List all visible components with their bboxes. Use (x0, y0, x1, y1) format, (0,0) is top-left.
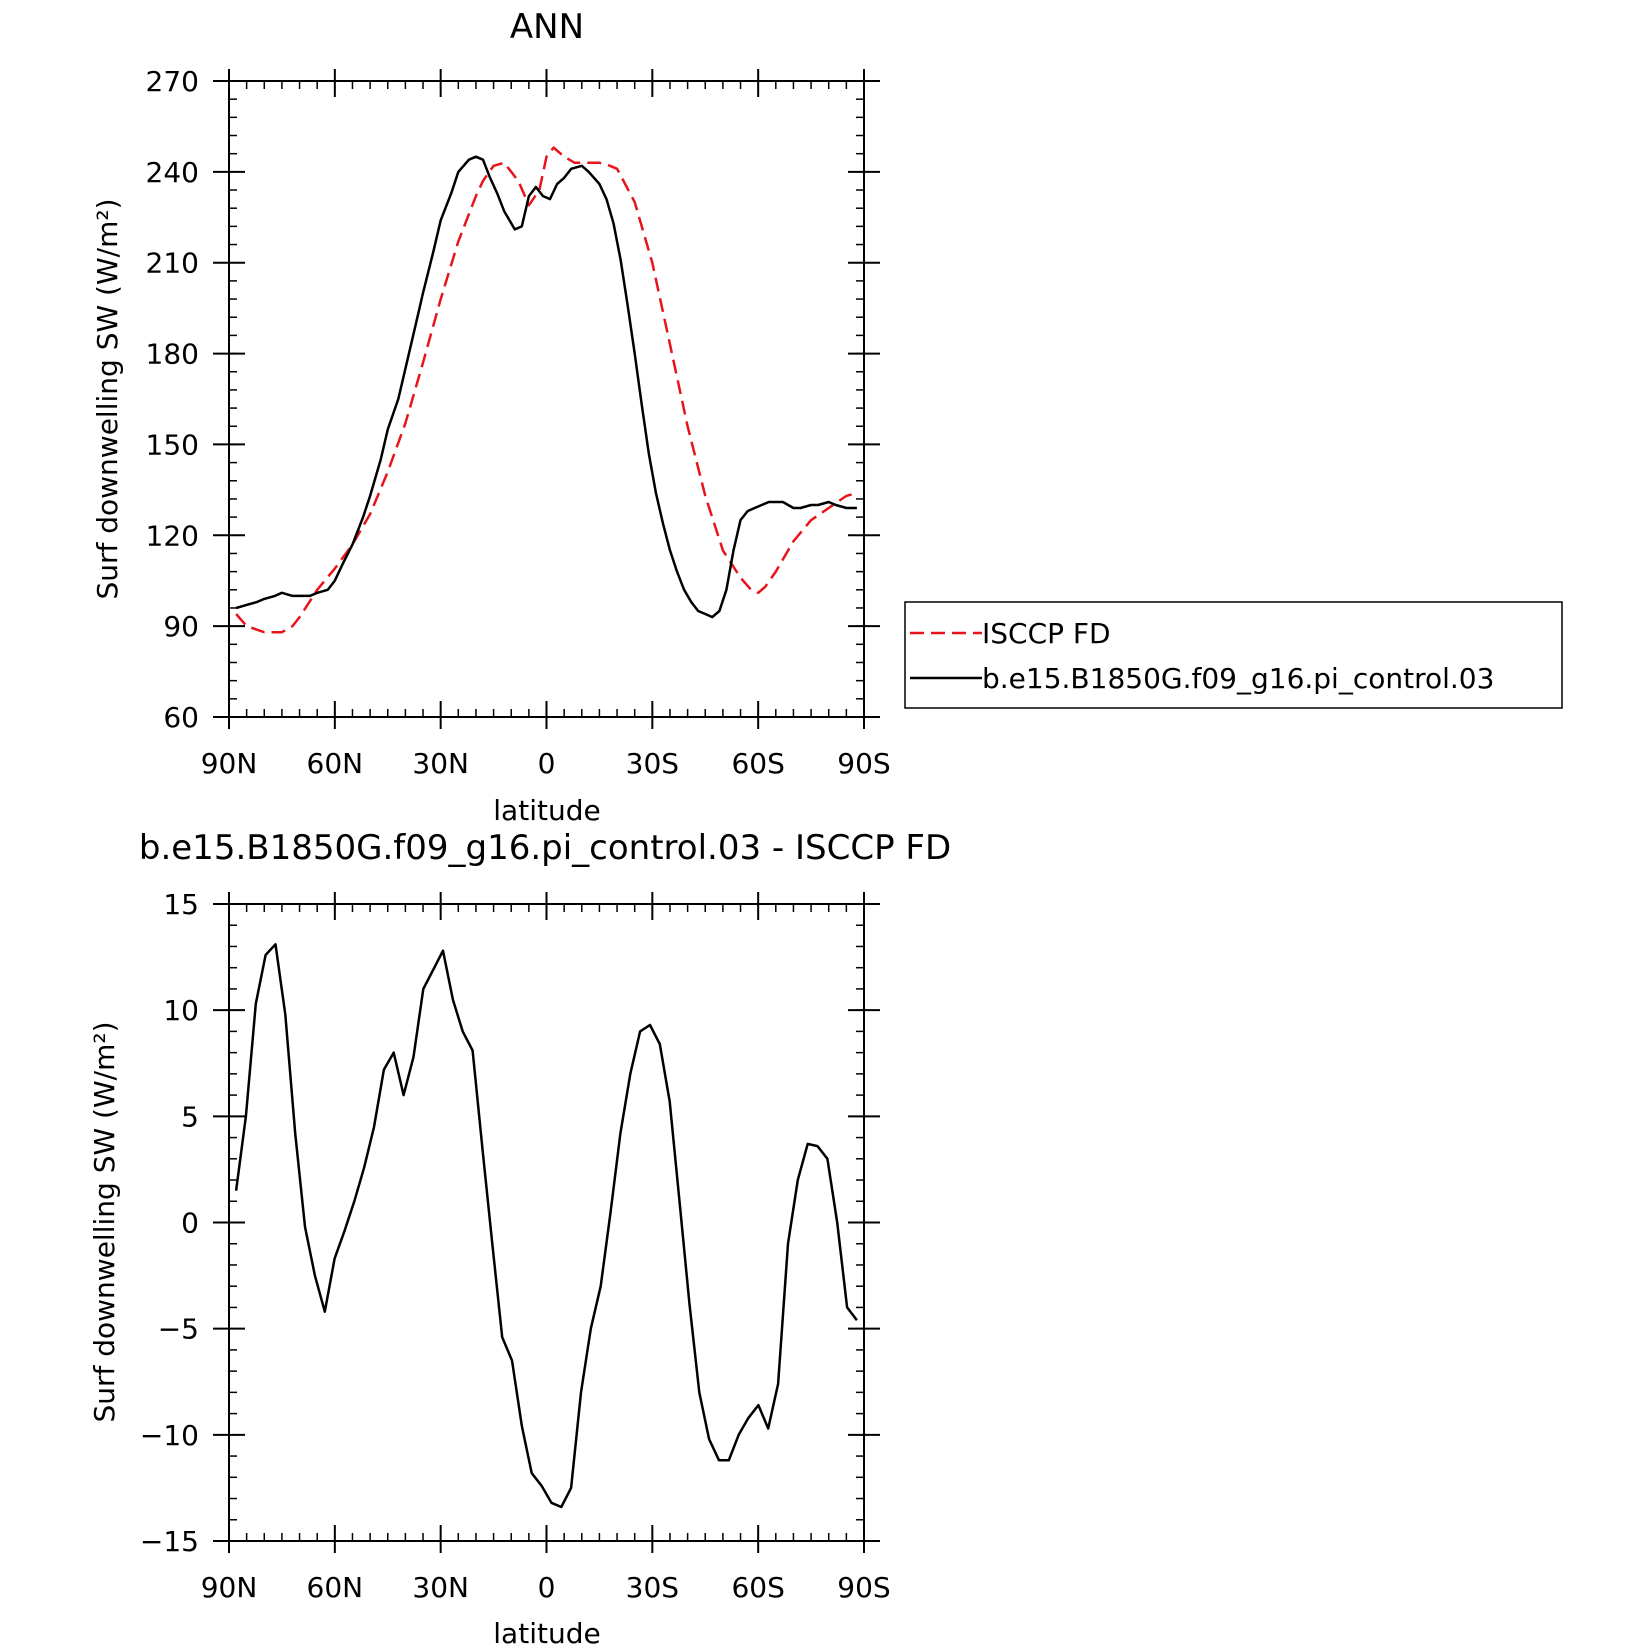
x-tick-label: 0 (538, 1571, 556, 1604)
bottom-y-axis-label: Surf downwelling SW (W/m²) (88, 1021, 121, 1422)
y-tick-label: 120 (146, 519, 199, 552)
bottom-panel: b.e15.B1850G.f09_g16.pi_control.03 - ISC… (88, 828, 951, 1650)
legend-label-model: b.e15.B1850G.f09_g16.pi_control.03 (982, 662, 1494, 695)
series-line-model (235, 155, 857, 619)
y-tick-label: 180 (146, 338, 199, 371)
series-line-isccp (235, 146, 858, 634)
top-plot-marks: 90N 60N 30N 0 30S 60S 90S 60 90 120 150 180 210 240 27… (146, 65, 891, 780)
bottom-plot-frame (228, 903, 865, 1542)
top-panel: ANN 90N 60N 30N 0 30S 60S 90S 60 90 120 150 180 210 2… (91, 7, 1563, 827)
y-tick-label: 210 (146, 247, 199, 280)
x-tick-label: 30N (412, 747, 469, 780)
y-tick-label: 90 (163, 610, 199, 643)
y-tick-label: −15 (140, 1525, 199, 1558)
x-tick-label: 30S (626, 1571, 679, 1604)
bottom-plot-marks: 90N 60N 30N 0 30S 60S 90S −15 −10 −5 0 5 10 15 (140, 888, 891, 1604)
series-line-difference (234, 943, 858, 1509)
y-tick-label: 270 (146, 65, 199, 98)
top-y-axis-label: Surf downwelling SW (W/m²) (91, 198, 124, 599)
legend: ISCCP FD b.e15.B1850G.f09_g16.pi_control… (904, 601, 1563, 709)
x-tick-label: 0 (538, 747, 556, 780)
top-plot-frame (228, 80, 865, 718)
top-x-axis-label: latitude (493, 794, 600, 827)
legend-box (904, 601, 1563, 709)
y-tick-label: 0 (181, 1207, 199, 1240)
x-tick-label: 60N (307, 747, 364, 780)
y-tick-label: −10 (140, 1419, 199, 1452)
x-tick-label: 60N (307, 1571, 364, 1604)
y-tick-label: 15 (163, 888, 199, 921)
y-tick-label: 150 (146, 428, 199, 461)
y-tick-label: 10 (163, 994, 199, 1027)
y-tick-label: 240 (146, 156, 199, 189)
x-tick-label: 30S (626, 747, 679, 780)
x-tick-label: 90S (837, 747, 890, 780)
x-tick-label: 90N (201, 747, 258, 780)
y-tick-label: 60 (163, 701, 199, 734)
legend-label-isccp: ISCCP FD (982, 617, 1111, 650)
y-tick-label: 5 (181, 1100, 199, 1133)
top-chart-title: ANN (510, 7, 584, 47)
x-tick-label: 30N (412, 1571, 469, 1604)
x-tick-label: 90S (837, 1571, 890, 1604)
bottom-x-axis-label: latitude (493, 1617, 600, 1650)
bottom-chart-title: b.e15.B1850G.f09_g16.pi_control.03 - ISC… (139, 828, 951, 868)
x-tick-label: 60S (731, 1571, 784, 1604)
x-tick-label: 90N (201, 1571, 258, 1604)
y-tick-label: −5 (158, 1313, 199, 1346)
x-tick-label: 60S (731, 747, 784, 780)
